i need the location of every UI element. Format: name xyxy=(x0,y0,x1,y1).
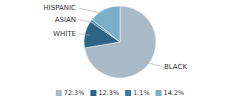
legend-swatch xyxy=(156,90,162,96)
leader-line xyxy=(143,62,162,67)
chart: BLACK WHITE ASIAN HISPANIC 72.3% 12.3% 1.1% 14.… xyxy=(0,0,240,100)
legend-label: 12.3% xyxy=(98,89,119,97)
legend-item: 72.3% xyxy=(56,89,85,97)
leader-line xyxy=(78,19,96,23)
legend-label: 14.2% xyxy=(164,89,185,97)
legend-item: 14.2% xyxy=(156,89,185,97)
leader-line xyxy=(78,34,90,36)
legend-item: 12.3% xyxy=(90,89,119,97)
slice-label: HISPANIC xyxy=(43,4,76,12)
legend-item: 1.1% xyxy=(125,89,150,97)
pie xyxy=(84,6,156,78)
slice xyxy=(92,6,120,42)
legend: 72.3% 12.3% 1.1% 14.2% xyxy=(56,89,184,97)
leader-line xyxy=(78,8,107,14)
legend-label: 72.3% xyxy=(64,89,85,97)
legend-swatch xyxy=(125,90,131,96)
slice-label: ASIAN xyxy=(55,16,76,24)
legend-swatch xyxy=(90,90,96,96)
slice xyxy=(84,6,156,78)
annotations: BLACK WHITE ASIAN HISPANIC xyxy=(43,4,187,71)
legend-label: 1.1% xyxy=(133,89,150,97)
slice-label: BLACK xyxy=(164,63,187,71)
slice-label: WHITE xyxy=(53,30,76,38)
legend-swatch xyxy=(56,90,62,96)
